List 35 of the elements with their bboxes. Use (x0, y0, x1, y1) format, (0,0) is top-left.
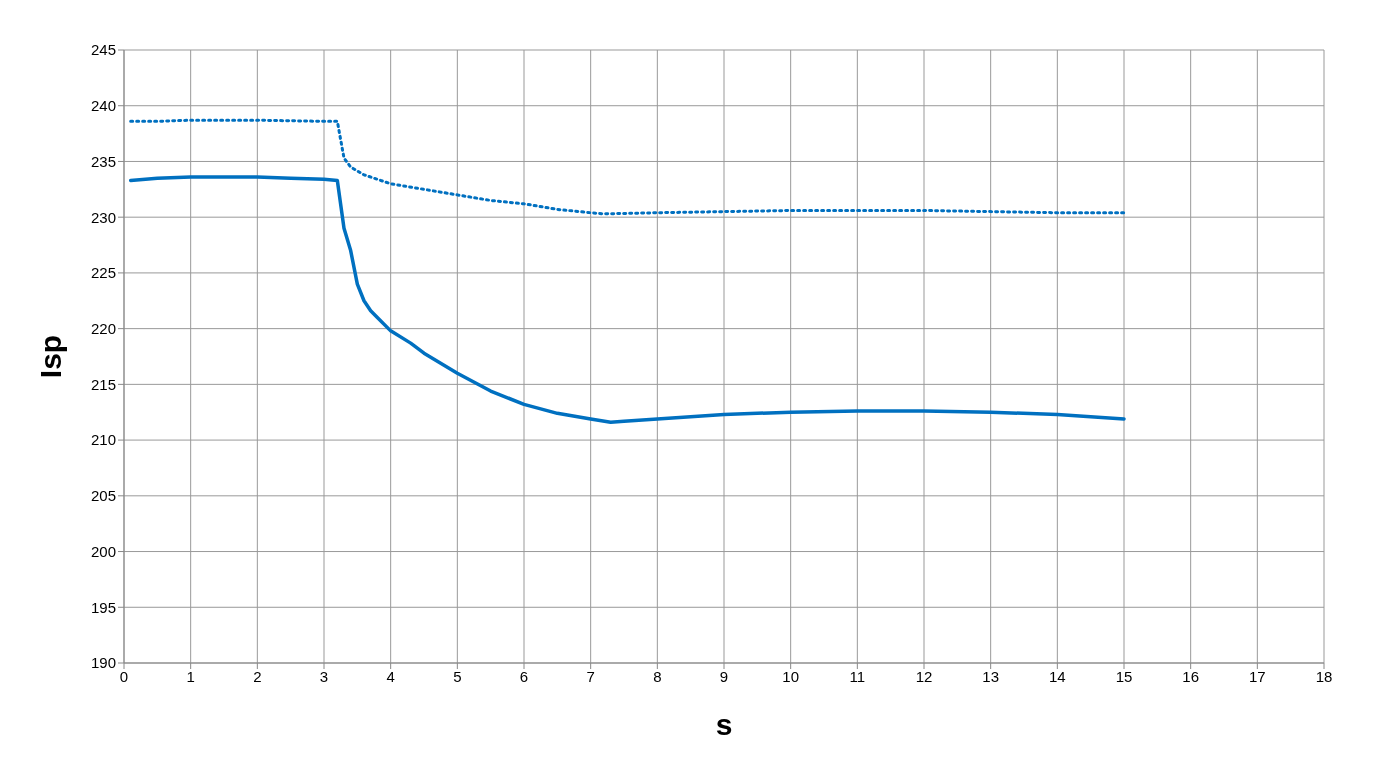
x-tick-label: 9 (719, 667, 729, 685)
x-tick-label: 14 (1048, 667, 1066, 685)
y-tick-label: 200 (90, 542, 116, 560)
x-tick-label: 7 (586, 667, 595, 685)
x-tick-label: 0 (119, 667, 129, 685)
y-axis-title: Isp (33, 334, 67, 379)
x-tick-label: 8 (653, 667, 662, 685)
x-axis-title: s (715, 708, 733, 741)
x-tick-label: 11 (849, 667, 866, 685)
y-tick-label: 245 (90, 41, 116, 59)
y-tick-label: 225 (90, 264, 116, 282)
x-tick-label: 3 (319, 667, 329, 685)
x-tick-label: 13 (982, 667, 1000, 685)
x-tick-label: 5 (453, 667, 462, 685)
x-tick-label: 18 (1315, 667, 1333, 685)
line-series (128, 175, 1126, 425)
y-tick-label: 235 (90, 152, 116, 170)
y-tick-label: 215 (90, 375, 116, 393)
x-tick-label: 10 (782, 667, 800, 685)
x-tick-label: 17 (1248, 667, 1266, 685)
x-tick-label: 16 (1182, 667, 1200, 685)
x-tick-label: 1 (186, 667, 195, 685)
x-tick-label: 4 (386, 667, 395, 685)
y-tick-label: 240 (90, 97, 116, 115)
y-tick-label: 190 (90, 654, 116, 672)
line-series (129, 118, 1126, 216)
x-tick-label: 12 (915, 667, 933, 685)
y-tick-label: 195 (90, 598, 116, 616)
y-tick-label: 230 (90, 208, 116, 226)
x-tick-label: 15 (1115, 667, 1133, 685)
y-tick-label: 220 (90, 319, 116, 337)
y-tick-label: 210 (90, 431, 116, 449)
x-tick-label: 6 (519, 667, 529, 685)
y-tick-label: 205 (90, 487, 116, 505)
x-tick-label: 2 (253, 667, 262, 685)
